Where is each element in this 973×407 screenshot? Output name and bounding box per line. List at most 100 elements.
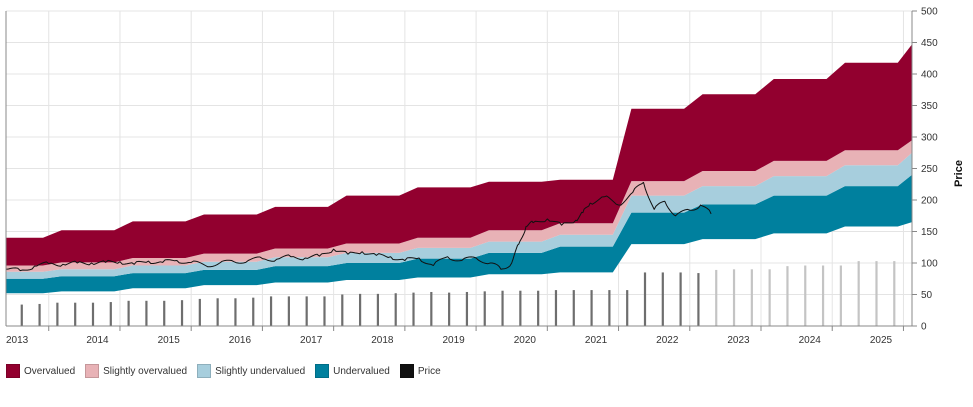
dividend-bar	[269, 296, 273, 326]
forecast-bar	[786, 266, 789, 326]
x-tick-label: 2022	[656, 335, 679, 346]
legend-swatch	[197, 364, 212, 378]
dividend-bar	[305, 296, 308, 326]
y-tick-label: 200	[921, 196, 938, 207]
dividend-bar	[572, 290, 575, 326]
price-line-layer	[5, 181, 712, 272]
y-tick-label: 0	[921, 322, 927, 333]
dividend-bar	[501, 290, 504, 326]
x-tick-label: 2019	[442, 335, 465, 346]
legend-label: Overvalued	[24, 365, 76, 377]
forecast-bar	[804, 265, 807, 326]
dividend-bar	[198, 298, 201, 326]
dividend-bar	[38, 303, 41, 326]
dividend-bar	[216, 298, 219, 326]
dividend-bar	[626, 290, 629, 326]
legend-label: Slightly overvalued	[103, 365, 188, 377]
legend-item-undervalued[interactable]: Undervalued	[315, 364, 390, 378]
dividend-bar	[430, 291, 433, 326]
dividend-bar	[608, 290, 611, 326]
dividend-bar	[56, 302, 59, 326]
x-tick-label: 2015	[158, 335, 181, 346]
legend-item-slightly-overvalued[interactable]: Slightly overvalued	[85, 364, 187, 378]
valuation-bands	[6, 44, 912, 294]
forecast-bar	[839, 265, 842, 326]
dividend-bar	[679, 272, 682, 326]
dividend-bar	[234, 298, 237, 326]
dividend-bar	[323, 296, 326, 326]
y-axis-title: Price	[953, 160, 965, 187]
x-tick-label: 2014	[86, 335, 109, 346]
dividend-bar	[643, 272, 647, 326]
valuation-chart: 2013 2014 2015 2016 2017 2018 2019 2020 2021 2022…	[5, 7, 965, 346]
forecast-bar	[893, 261, 896, 326]
dividend-bar	[252, 297, 255, 326]
forecast-bar	[715, 269, 718, 326]
x-tick-label: 2013	[6, 335, 29, 346]
y-tick-label: 400	[921, 70, 938, 81]
dividend-bar	[448, 292, 451, 326]
dividend-bar	[145, 300, 148, 326]
dividend-bar	[91, 302, 95, 326]
dividend-bar	[412, 292, 415, 326]
legend-item-overvalued[interactable]: Overvalued	[6, 364, 75, 378]
band-undervalued	[6, 174, 912, 294]
dividend-bar	[465, 291, 469, 326]
y-tick-label: 250	[921, 164, 938, 175]
y-tick-label: 450	[921, 38, 938, 49]
band-slightly-undervalued	[6, 152, 912, 279]
legend: Overvalued Slightly overvalued Slightly un…	[6, 364, 441, 378]
dividend-bar	[661, 272, 664, 326]
forecast-bar	[875, 261, 878, 326]
dividend-bar	[287, 296, 290, 326]
dividend-bar	[697, 273, 700, 326]
dividend-bar	[127, 300, 130, 326]
x-tick-label: 2016	[229, 335, 252, 346]
x-tick-label: 2021	[585, 335, 608, 346]
x-tick-label: 2020	[514, 335, 537, 346]
legend-swatch	[399, 364, 414, 378]
y-tick-label: 100	[921, 259, 938, 270]
legend-swatch	[315, 364, 330, 378]
forecast-bar	[750, 269, 753, 326]
legend-label: Slightly undervalued	[215, 365, 306, 377]
x-tick-label: 2018	[371, 335, 394, 346]
x-tick-label: 2017	[300, 335, 323, 346]
x-tick-label: 2025	[870, 335, 893, 346]
dividend-bar	[180, 300, 184, 326]
dividend-bar	[163, 300, 166, 326]
legend-label: Price	[417, 365, 441, 377]
legend-swatch	[6, 364, 20, 378]
band-overvalued	[6, 44, 912, 266]
x-tick-label: 2024	[799, 335, 822, 346]
x-tick-label: 2023	[727, 335, 750, 346]
dividend-bar	[590, 290, 593, 326]
y-tick-label: 150	[921, 227, 938, 238]
y-tick-label: 350	[921, 101, 938, 112]
dividend-bar	[74, 302, 77, 326]
dividend-bar	[20, 304, 23, 326]
y-tick-label: 500	[921, 7, 938, 18]
dividend-bars	[20, 261, 896, 326]
band-slightly-overvalued	[6, 140, 912, 272]
dividend-bar	[519, 290, 522, 326]
forecast-bar	[768, 269, 771, 326]
y-axis-ticks: 0 50 100 150 200 250 300 350 400 450 500	[912, 7, 938, 333]
legend-swatch	[85, 364, 100, 378]
forecast-bar	[821, 265, 825, 326]
dividend-bar	[554, 290, 558, 326]
x-axis-ticks: 2013 2014 2015 2016 2017 2018 2019 2020 2021 2022…	[6, 326, 904, 346]
legend-item-price[interactable]: Price	[399, 364, 441, 378]
price-line	[5, 181, 712, 272]
forecast-bar	[857, 261, 860, 326]
y-tick-label: 50	[921, 290, 933, 301]
dividend-bar	[109, 302, 112, 326]
dividend-bar	[376, 293, 380, 326]
dividend-bar	[358, 293, 362, 326]
y-tick-label: 300	[921, 133, 938, 144]
legend-label: Undervalued	[333, 365, 390, 377]
legend-item-slightly-undervalued[interactable]: Slightly undervalued	[197, 364, 305, 378]
dividend-bar	[483, 291, 486, 326]
dividend-bar	[537, 290, 540, 326]
forecast-bar	[732, 269, 736, 326]
